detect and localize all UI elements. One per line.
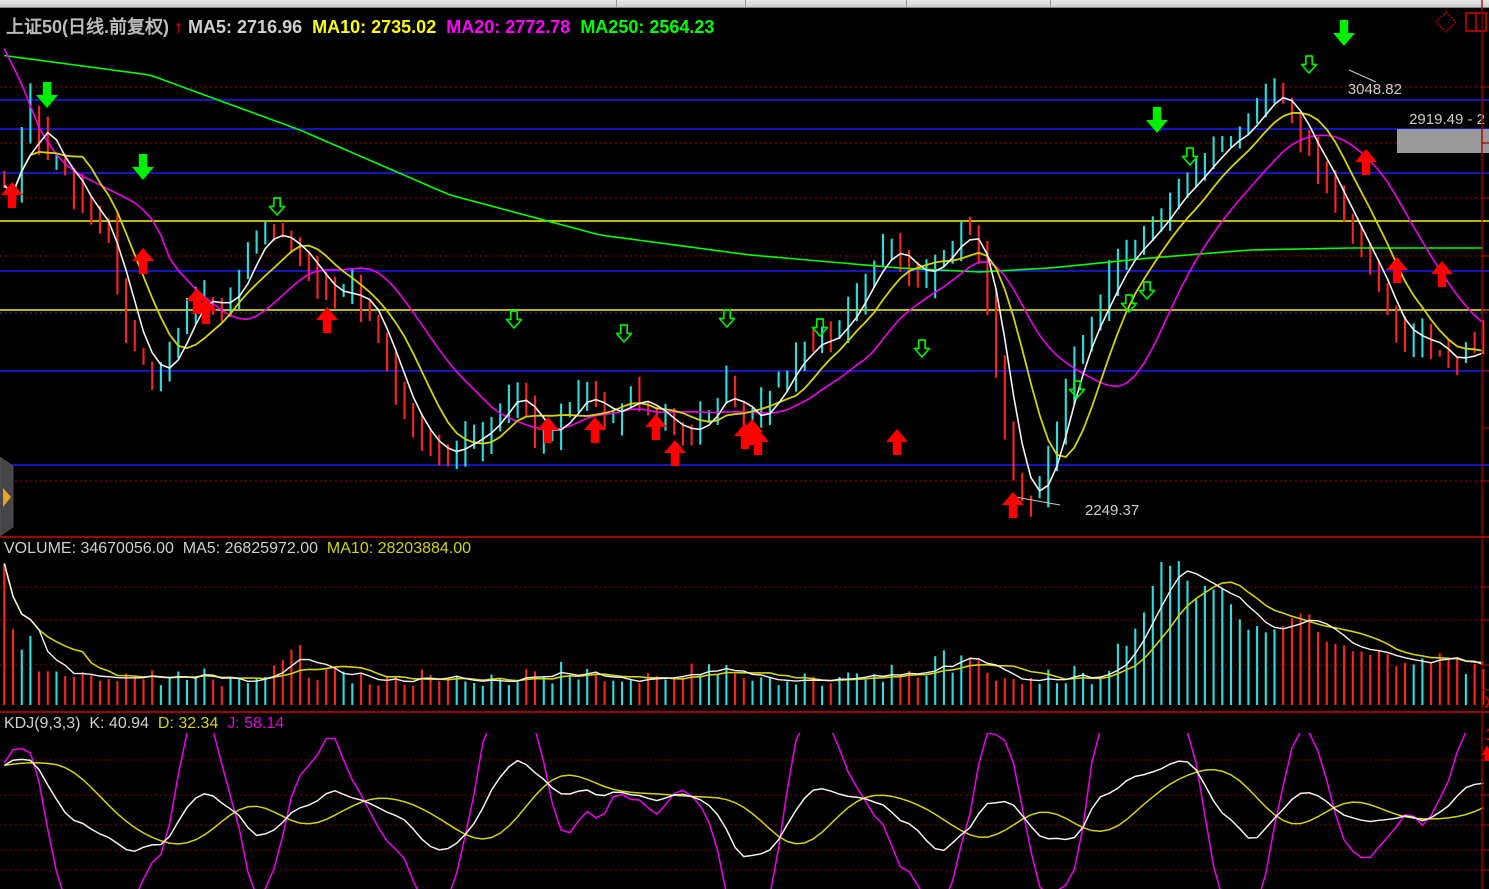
svg-text:1: 1	[1485, 725, 1489, 744]
svg-text:X1: X1	[1484, 693, 1489, 712]
